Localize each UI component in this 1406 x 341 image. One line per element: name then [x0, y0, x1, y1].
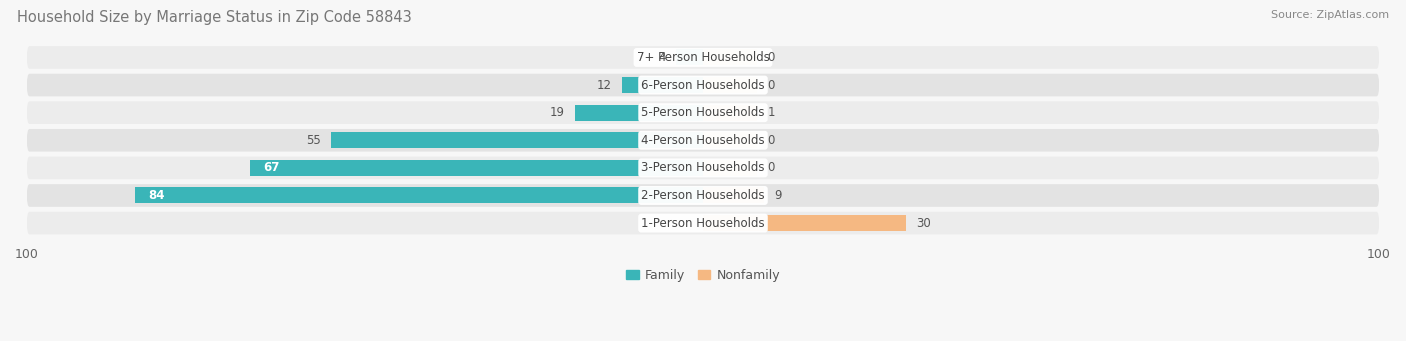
Text: 4: 4 [658, 51, 666, 64]
Bar [703, 49, 756, 65]
Text: 0: 0 [768, 161, 775, 174]
Text: 9: 9 [773, 189, 782, 202]
Text: 2-Person Households: 2-Person Households [641, 189, 765, 202]
Text: 67: 67 [263, 161, 280, 174]
Text: 0: 0 [768, 51, 775, 64]
Bar [135, 188, 703, 204]
Text: 6-Person Households: 6-Person Households [641, 78, 765, 92]
Text: 4-Person Households: 4-Person Households [641, 134, 765, 147]
Bar [703, 188, 763, 204]
FancyBboxPatch shape [27, 129, 1379, 152]
Text: 19: 19 [550, 106, 564, 119]
Text: 5-Person Households: 5-Person Households [641, 106, 765, 119]
FancyBboxPatch shape [27, 184, 1379, 207]
Bar [250, 160, 703, 176]
Bar [703, 215, 905, 231]
FancyBboxPatch shape [27, 212, 1379, 234]
Text: Household Size by Marriage Status in Zip Code 58843: Household Size by Marriage Status in Zip… [17, 10, 412, 25]
Text: 12: 12 [596, 78, 612, 92]
Bar [703, 132, 756, 148]
Text: 7+ Person Households: 7+ Person Households [637, 51, 769, 64]
Bar [332, 132, 703, 148]
Bar [676, 49, 703, 65]
Text: 0: 0 [768, 134, 775, 147]
Legend: Family, Nonfamily: Family, Nonfamily [621, 264, 785, 287]
Text: 3-Person Households: 3-Person Households [641, 161, 765, 174]
Text: 1-Person Households: 1-Person Households [641, 217, 765, 229]
FancyBboxPatch shape [27, 101, 1379, 124]
FancyBboxPatch shape [27, 157, 1379, 179]
Text: 55: 55 [307, 134, 321, 147]
Bar [703, 77, 756, 93]
FancyBboxPatch shape [27, 46, 1379, 69]
Text: 30: 30 [915, 217, 931, 229]
Bar [703, 105, 756, 121]
Text: 0: 0 [768, 78, 775, 92]
Bar [575, 105, 703, 121]
Bar [621, 77, 703, 93]
Text: 84: 84 [149, 189, 165, 202]
FancyBboxPatch shape [27, 74, 1379, 97]
Bar [703, 160, 756, 176]
Text: Source: ZipAtlas.com: Source: ZipAtlas.com [1271, 10, 1389, 20]
Text: 1: 1 [768, 106, 775, 119]
